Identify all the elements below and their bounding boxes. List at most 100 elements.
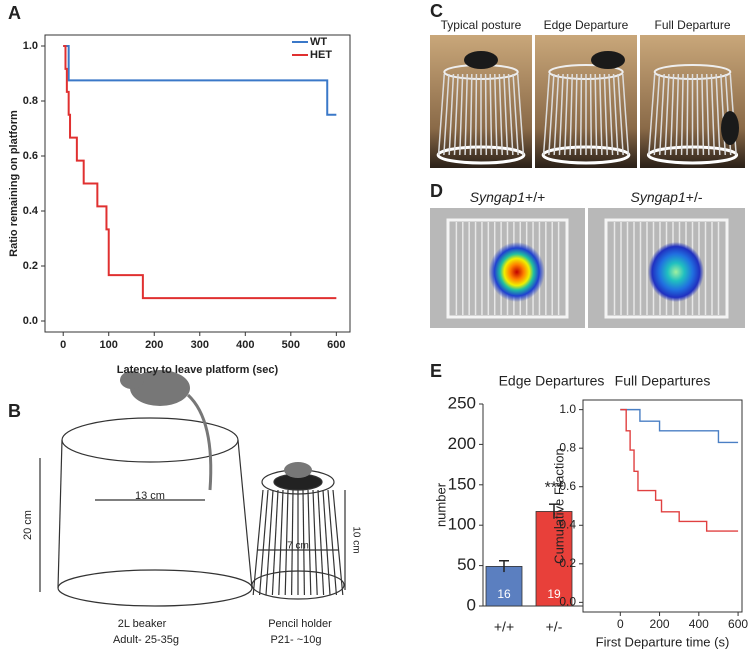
cage-bar [569,73,573,156]
drawing-label: Pencil holder [268,618,332,630]
y-axis-label: Ratio remaining on platform [8,110,20,257]
mouse [721,111,739,145]
beaker-side [237,439,253,589]
y-tick-label: 200 [448,434,476,453]
cage-bar [715,73,721,156]
mouse-tail [186,393,213,491]
cage-bar [453,73,459,156]
cage-bar [617,73,624,156]
chart: 0.0 0.2 0.4 0.6 0.8 1.0 Ratio remaining on pla… [8,34,351,376]
chart-title: Full Departures [615,373,711,389]
y-tick-label: 0.0 [559,595,576,609]
count-label: 19 [547,587,561,601]
genotype: +/- [686,189,703,205]
cage-bar [675,73,680,156]
x-tick-label: 200 [650,617,670,631]
cage-bar [542,73,551,156]
cage-bar [664,73,670,156]
holder-bar [317,489,325,596]
cage-bar [680,73,684,156]
y-axis-label: Cumulative Fraction [551,448,566,564]
heatmap [588,208,745,328]
step-line [63,45,337,116]
cage-bar [594,73,598,156]
step-line [620,408,739,532]
y-tick-label: 0.8 [559,440,576,454]
apparatus [39,370,346,607]
cage-frame [446,218,569,319]
mouse [464,51,498,69]
cage-bar [448,73,455,156]
y-tick-label: 150 [448,474,476,493]
genotype-label: Syngap1+/- [630,189,702,205]
y-tick-label: 0.6 [23,150,38,162]
cage-bar [507,73,514,156]
holder-bar [322,489,331,596]
photo-label: Full Departure [654,18,730,32]
cage-bar [437,73,446,156]
x-tick-label: 400 [689,617,709,631]
cage-bar [443,73,450,156]
photo [640,35,745,168]
cage-bar [686,73,689,156]
y-tick-label: 0.2 [559,556,576,570]
significance: *** [545,479,564,496]
cage-bar [669,73,675,156]
holder-bar [307,489,312,596]
plot-frame [582,399,743,613]
drawing-label: 10 cm [350,526,361,553]
cage-bar [589,73,593,156]
cage-bar [484,73,488,156]
cage-bar [608,73,614,156]
cage-bar [516,73,525,156]
y-tick-label: 1.0 [23,40,38,52]
x-tick-label: 500 [282,339,300,351]
step-line [63,45,337,300]
holder-bar [332,489,344,596]
x-tick-label: +/- [546,619,563,635]
cage-bar [705,73,710,156]
drawing-label: 13 cm [135,490,165,502]
y-tick-label: 250 [448,393,476,412]
holder-bar [302,489,305,596]
photo-label: Typical posture [441,18,522,32]
x-tick-label: 600 [728,617,748,631]
cage-bar [710,73,716,156]
panel-label: B [8,401,21,421]
cage-bar [621,73,630,156]
x-tick-label: 100 [100,339,118,351]
step-line [620,408,739,444]
y-tick-label: 0.8 [23,95,38,107]
y-tick-label: 50 [457,555,476,574]
count-label: 16 [497,587,511,601]
gene-name: Syngap1 [630,189,685,205]
holder-bar [271,489,279,596]
heat-spot [488,242,545,302]
holder-bar [265,489,274,596]
cage-bar [599,73,603,156]
cage-bar [658,73,665,156]
y-tick-label: 0.4 [559,517,576,531]
cage-bar [696,73,699,156]
cage-bar [648,73,656,156]
cage-bar [474,73,478,156]
holder-bar [284,489,289,596]
bar [535,511,573,607]
cage-bar [603,73,608,156]
cage-bar [494,73,498,156]
cage-bar [558,73,564,156]
plot-frame [44,34,351,333]
drawing-label: 2L beaker [118,618,167,630]
cage-bar [512,73,519,156]
mouse [130,370,190,406]
y-tick-label: 0.6 [559,479,576,493]
y-tick-label: 0.4 [23,205,39,217]
legend-label: HET [310,49,332,61]
y-tick-label: 0 [467,595,476,614]
x-axis-label: First Departure time (s) [596,634,730,649]
cage-bar [498,73,503,156]
chart: Edge Departures 0 50 100 150 200 250 number 16 +/… [433,373,604,635]
photo-label: Edge Departure [544,18,629,32]
y-tick-label: 0.2 [23,260,38,272]
cage-bar [720,73,727,156]
